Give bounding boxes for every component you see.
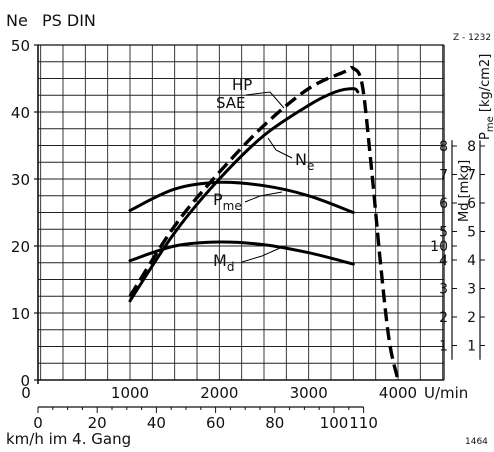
speed-tick-label: 80	[265, 414, 284, 432]
label-ne: Ne	[295, 150, 314, 173]
plate-number: 1464	[465, 437, 488, 447]
pme-tick-label: 4	[467, 253, 476, 269]
grid	[38, 45, 444, 380]
y-axis-unit: PS DIN	[42, 11, 96, 30]
md-tick-label: 6	[439, 196, 448, 212]
md-tick-label: 3	[439, 282, 448, 298]
pme-axis-title: Pme [kg/cm2]	[478, 54, 494, 140]
speed-tick-label: 20	[88, 414, 107, 432]
pme-tick-label: 1	[467, 339, 476, 355]
pme-tick-label: 2	[467, 310, 476, 326]
x-tick-label: 0	[21, 384, 31, 402]
md-tick-label: 10	[430, 239, 448, 255]
pme-tick-label: 7	[467, 168, 476, 184]
pme-tick-label: 5	[467, 225, 476, 241]
x-axis-unit: U/min	[424, 384, 468, 402]
x-tick-label: 3000	[290, 384, 328, 402]
pme-tick-label: 3	[467, 282, 476, 298]
md-tick-label: 7	[439, 168, 448, 184]
speed-tick-label: 40	[147, 414, 166, 432]
speed-axis-label: km/h im 4. Gang	[6, 430, 131, 448]
md-tick-label: 1	[439, 339, 448, 355]
y-tick-label: 0	[20, 372, 30, 390]
label-sae: SAE	[216, 94, 246, 112]
md-tick-label: 4	[439, 253, 448, 269]
series-ne-line	[128, 87, 360, 303]
y-tick-label: 30	[11, 171, 30, 189]
reference-code: Z - 1232	[453, 33, 491, 43]
md-tick-label: 2	[439, 310, 448, 326]
md-axis-title: Md [mkg]	[457, 160, 472, 222]
x-tick-label: 4000	[379, 384, 417, 402]
x-tick-label: 2000	[200, 384, 238, 402]
leader-pme	[244, 191, 283, 203]
leader-hp	[245, 91, 285, 109]
label-hp: HP	[232, 76, 252, 94]
speed-tick-label: 100	[320, 414, 349, 432]
speed-tick-label: 110	[349, 414, 378, 432]
y-tick-label: 40	[11, 104, 30, 122]
leader-md	[241, 247, 281, 263]
speed-tick-label: 60	[206, 414, 225, 432]
md-tick-label: 5	[439, 225, 448, 241]
x-tick-label: 1000	[111, 384, 149, 402]
series-hp-sae-line	[128, 65, 400, 381]
label-pme: Pme	[213, 190, 242, 213]
y-axis-symbol: Ne	[6, 11, 28, 30]
leader-ne	[267, 137, 293, 159]
y-tick-label: 10	[11, 305, 30, 323]
y-tick-label: 50	[11, 37, 30, 55]
label-md: Md	[213, 251, 234, 274]
pme-tick-label: 6	[467, 196, 476, 212]
md-tick-label: 8	[439, 139, 448, 155]
y-tick-label: 20	[11, 238, 30, 256]
series-md-line	[128, 240, 355, 266]
series-pme-line	[128, 180, 355, 214]
pme-tick-label: 8	[467, 139, 476, 155]
axes: 0 10 20 30 40 50 0 1000 2000 3000 4000 0 20 40 60 80 100…	[11, 37, 494, 432]
series	[128, 65, 400, 381]
speed-tick-label: 0	[33, 414, 43, 432]
